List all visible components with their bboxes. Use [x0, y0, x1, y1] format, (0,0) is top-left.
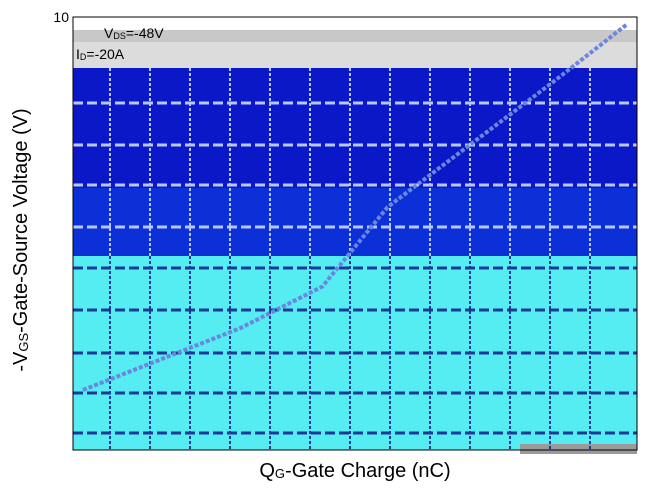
series-group — [82, 22, 629, 392]
plot-band-dark — [73, 68, 637, 188]
y-tick-label-10: 10 — [53, 9, 69, 25]
vds-annotation: VDS=-48V — [104, 25, 164, 41]
plot-band-bottom-gray — [520, 444, 637, 454]
plot-frame — [72, 16, 638, 451]
x-axis-label: QG-Gate Charge (nC) — [259, 460, 450, 482]
plot-band-header — [73, 42, 637, 68]
grid — [73, 68, 637, 450]
y-axis-label: -VGS-Gate-Source Voltage (V) — [10, 108, 32, 371]
series-line — [82, 22, 629, 392]
id-annotation: ID=-20A — [76, 46, 125, 62]
